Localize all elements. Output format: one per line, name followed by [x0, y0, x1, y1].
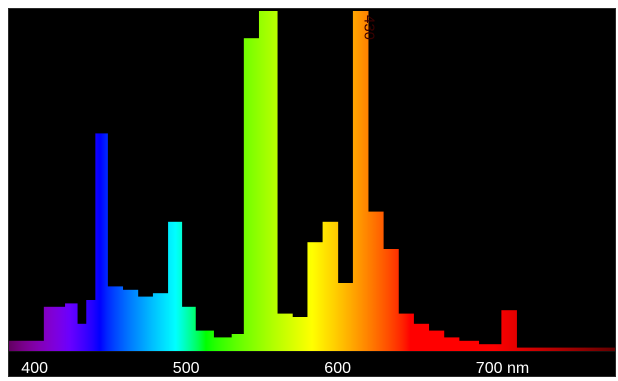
x-tick-label-600: 600 [324, 360, 351, 376]
spectrum-bar-19 [307, 242, 323, 351]
spectrum-bar-17 [277, 313, 293, 351]
spectrum-bar-33 [584, 347, 615, 351]
spectrum-bar-27 [428, 330, 445, 351]
spectrum-bar-10 [168, 221, 183, 351]
spectrum-bar-16 [258, 11, 278, 351]
spectrum-bar-28 [443, 337, 460, 351]
spectrum-bar-4 [86, 300, 96, 351]
spectrum-bar-31 [501, 310, 517, 351]
annotation-layer: 430 [361, 15, 378, 40]
x-tick-label-500: 500 [173, 360, 200, 376]
spectrum-bar-2 [65, 303, 78, 351]
spectrum-bar-3 [77, 323, 87, 351]
spectrum-bar-13 [213, 337, 233, 351]
spectrum-bar-14 [231, 334, 245, 351]
spectrum-bar-5 [95, 133, 108, 351]
spectrum-bar-30 [478, 344, 502, 351]
spectrum-bar-21 [337, 283, 354, 351]
x-tick-label-400: 400 [21, 360, 48, 376]
spectrum-bar-8 [137, 296, 154, 351]
bars-layer [9, 11, 615, 351]
spectrum-bar-20 [322, 221, 339, 351]
spectrum-bar-32 [516, 347, 586, 351]
spectrum-bar-23 [368, 211, 384, 351]
spectrum-bar-24 [383, 249, 399, 351]
spectrum-bar-7 [122, 289, 139, 351]
spectrum-plot: 400 500 600 700 nm 430 [9, 11, 615, 376]
spectrum-bar-15 [243, 38, 260, 351]
spectrum-bar-6 [107, 286, 124, 351]
spectrum-bar-12 [195, 330, 214, 351]
spectrum-bar-29 [458, 340, 480, 351]
spectrum-bar-0 [9, 340, 45, 351]
spectrum-bar-9 [152, 293, 169, 351]
spectrum-bar-18 [292, 317, 308, 351]
spectrum-bar-26 [413, 323, 430, 351]
spectrum-bar-25 [398, 313, 414, 351]
spectrum-bar-1 [43, 306, 66, 351]
spectrum-bar-22 [352, 11, 369, 351]
x-axis-ticks: 400 500 600 700 nm [21, 360, 529, 376]
peak-annotation-label: 430 [361, 15, 378, 40]
x-tick-label-700: 700 nm [476, 360, 529, 376]
spectrum-chart: 400 500 600 700 nm 430 [8, 8, 616, 377]
spectrum-bar-11 [181, 306, 196, 351]
